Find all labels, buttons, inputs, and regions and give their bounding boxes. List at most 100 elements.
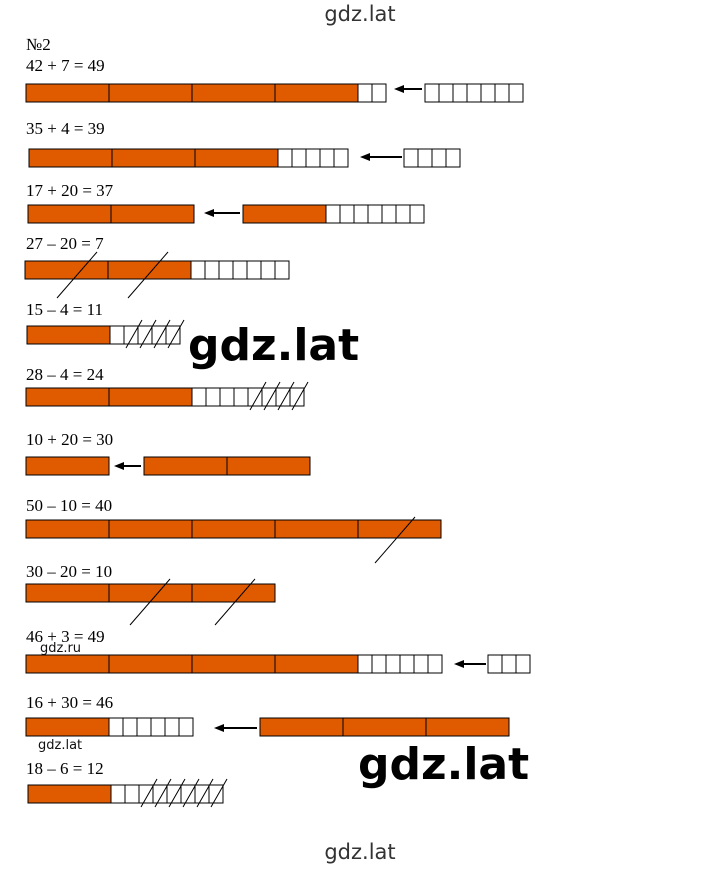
unit-square [409, 204, 425, 224]
equation-8: 50 – 10 = 40 [26, 496, 113, 515]
ten-block [242, 204, 327, 224]
ten-block [342, 717, 427, 737]
equation-11: 16 + 30 = 46 [26, 693, 114, 712]
ten-block [357, 519, 442, 539]
equation-10: 46 + 3 = 49 [26, 627, 105, 646]
ten-block [25, 583, 110, 603]
unit-square [178, 717, 194, 737]
equation-2: 35 + 4 = 39 [26, 119, 105, 138]
unit-square [431, 148, 447, 168]
unit-square [385, 654, 401, 674]
unit-square [150, 717, 166, 737]
cross-out-line [182, 778, 200, 808]
unit-square [399, 654, 415, 674]
unit-square [339, 204, 355, 224]
unit-square [274, 260, 290, 280]
unit-square [333, 148, 349, 168]
ten-block [108, 654, 193, 674]
cross-out-line [196, 778, 214, 808]
ten-block [25, 717, 110, 737]
cross-out-line [210, 778, 228, 808]
ten-block [194, 148, 279, 168]
unit-square [233, 387, 249, 407]
ten-block [191, 583, 276, 603]
equation-6: 28 – 4 = 24 [26, 365, 104, 384]
ten-block [107, 260, 192, 280]
ten-block [27, 784, 112, 804]
unit-square [152, 784, 168, 804]
unit-square [480, 83, 496, 103]
unit-square [110, 784, 126, 804]
unit-square [395, 204, 411, 224]
ten-block [108, 519, 193, 539]
watermark-small-1: gdz.ru [40, 641, 82, 656]
ten-block [191, 654, 276, 674]
ten-block [25, 83, 110, 103]
cross-out-line [153, 319, 171, 349]
unit-square [232, 260, 248, 280]
watermark-top: gdz.lat [324, 2, 396, 26]
unit-square [305, 148, 321, 168]
unit-square [403, 148, 419, 168]
arrow-head [454, 660, 464, 668]
equation-7: 10 + 20 = 30 [26, 430, 114, 449]
unit-square [204, 260, 220, 280]
unit-square [166, 784, 182, 804]
unit-square [367, 204, 383, 224]
unit-square [151, 325, 167, 345]
cross-out-line [263, 381, 281, 411]
unit-square [515, 654, 531, 674]
unit-square [371, 654, 387, 674]
unit-square [219, 387, 235, 407]
equation-5: 15 – 4 = 11 [26, 300, 103, 319]
arrow-head [394, 85, 404, 93]
unit-square [194, 784, 210, 804]
unit-square [205, 387, 221, 407]
unit-square [247, 387, 263, 407]
unit-square [136, 717, 152, 737]
ten-block [274, 519, 359, 539]
ten-block [26, 325, 111, 345]
ten-block [108, 583, 193, 603]
unit-square [218, 260, 234, 280]
unit-square [452, 83, 468, 103]
ten-block [28, 148, 113, 168]
cross-out-line [129, 578, 171, 626]
unit-square [381, 204, 397, 224]
ten-block [110, 204, 195, 224]
cross-out-line [249, 381, 267, 411]
unit-square [246, 260, 262, 280]
arrow-head [114, 462, 124, 470]
ten-block [25, 387, 110, 407]
ten-block [191, 519, 276, 539]
unit-square [261, 387, 277, 407]
ten-block [274, 83, 359, 103]
arrow-head [204, 209, 214, 217]
unit-square [260, 260, 276, 280]
equation-9: 30 – 20 = 10 [26, 562, 113, 581]
unit-square [137, 325, 153, 345]
equation-1: 42 + 7 = 49 [26, 56, 105, 75]
unit-square [190, 260, 206, 280]
unit-square [424, 83, 440, 103]
unit-square [289, 387, 305, 407]
equation-3: 17 + 20 = 37 [26, 181, 114, 200]
unit-square [357, 654, 373, 674]
watermark-small-2: gdz.lat [38, 738, 83, 753]
unit-square [165, 325, 181, 345]
task-number: №2 [26, 35, 51, 54]
ten-block [108, 83, 193, 103]
cross-out-line [140, 778, 158, 808]
unit-square [319, 148, 335, 168]
equation-12: 18 – 6 = 12 [26, 759, 104, 778]
cross-out-line [154, 778, 172, 808]
ten-block [259, 717, 344, 737]
ten-block [143, 456, 228, 476]
ten-block [425, 717, 510, 737]
unit-square [357, 83, 373, 103]
unit-square [122, 717, 138, 737]
unit-square [291, 148, 307, 168]
unit-square [275, 387, 291, 407]
arrow-head [360, 153, 370, 161]
